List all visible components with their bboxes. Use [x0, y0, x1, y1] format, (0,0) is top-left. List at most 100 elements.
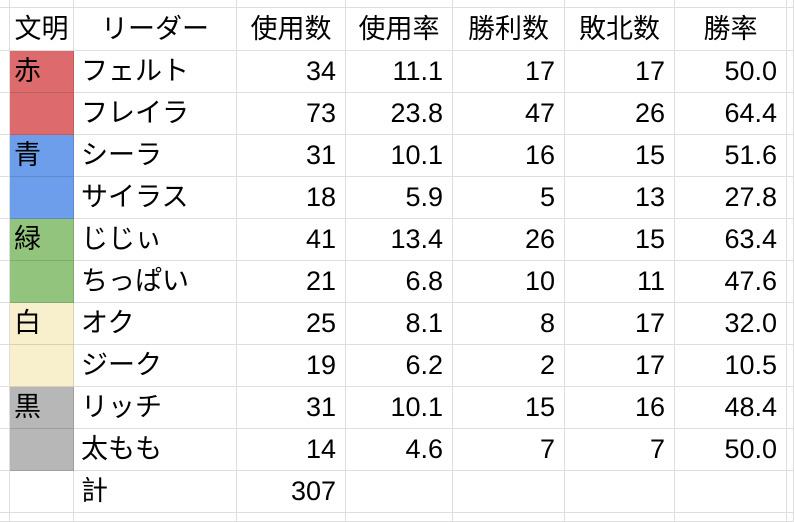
usage-count-cell[interactable]: 19 [237, 345, 346, 387]
losses-cell[interactable]: 26 [565, 93, 675, 135]
wins-cell[interactable]: 5 [453, 177, 565, 219]
wins-cell[interactable]: 26 [453, 219, 565, 261]
partial-cell [787, 303, 794, 345]
losses-cell[interactable]: 17 [565, 51, 675, 93]
row-stub-cell [0, 303, 10, 345]
wins-cell[interactable]: 8 [453, 303, 565, 345]
usage-count-cell[interactable]: 31 [237, 135, 346, 177]
civilization-cell[interactable]: 白 [10, 303, 74, 345]
usage-rate-cell[interactable]: 8.1 [346, 303, 453, 345]
usage-count-cell[interactable]: 21 [237, 261, 346, 303]
col-header-wins[interactable]: 勝利数 [453, 8, 565, 51]
usage-rate-cell[interactable]: 23.8 [346, 93, 453, 135]
civilization-cell[interactable]: 黒 [10, 387, 74, 429]
civilization-cell[interactable]: 赤 [10, 51, 74, 93]
win-rate-cell[interactable]: 27.8 [675, 177, 787, 219]
col-header-leader[interactable]: リーダー [74, 8, 237, 51]
empty-cell[interactable] [675, 471, 787, 513]
losses-cell[interactable]: 7 [565, 429, 675, 471]
wins-cell[interactable]: 47 [453, 93, 565, 135]
win-rate-cell[interactable]: 47.6 [675, 261, 787, 303]
wins-cell[interactable]: 10 [453, 261, 565, 303]
win-rate-cell[interactable]: 50.0 [675, 429, 787, 471]
usage-rate-cell[interactable]: 11.1 [346, 51, 453, 93]
usage-rate-cell[interactable]: 10.1 [346, 135, 453, 177]
leader-cell[interactable]: フェルト [74, 51, 237, 93]
total-label-cell[interactable]: 計 [74, 471, 237, 513]
partial-cell [787, 471, 794, 513]
wins-cell[interactable]: 17 [453, 51, 565, 93]
leader-cell[interactable]: オク [74, 303, 237, 345]
row-stub-cell [0, 345, 10, 387]
table-row: 黒 リッチ 31 10.1 15 16 48.4 [0, 387, 794, 429]
civilization-cell[interactable] [10, 261, 74, 303]
leader-cell[interactable]: じじぃ [74, 219, 237, 261]
partial-cell [787, 8, 794, 51]
civilization-cell[interactable]: 緑 [10, 219, 74, 261]
wins-cell[interactable]: 7 [453, 429, 565, 471]
civilization-cell[interactable] [10, 471, 74, 513]
usage-count-cell[interactable]: 34 [237, 51, 346, 93]
win-rate-cell[interactable]: 64.4 [675, 93, 787, 135]
partial-cell [10, 0, 74, 8]
losses-cell[interactable]: 17 [565, 303, 675, 345]
partial-cell [346, 513, 453, 522]
usage-rate-cell[interactable]: 6.2 [346, 345, 453, 387]
win-rate-cell[interactable]: 32.0 [675, 303, 787, 345]
civilization-cell[interactable] [10, 429, 74, 471]
total-usage-count-cell[interactable]: 307 [237, 471, 346, 513]
partial-row-bottom [0, 513, 794, 522]
col-header-civilization[interactable]: 文明 [10, 8, 74, 51]
usage-rate-cell[interactable]: 13.4 [346, 219, 453, 261]
win-rate-cell[interactable]: 48.4 [675, 387, 787, 429]
partial-cell [787, 135, 794, 177]
losses-cell[interactable]: 16 [565, 387, 675, 429]
leader-cell[interactable]: ちっぱい [74, 261, 237, 303]
usage-rate-cell[interactable]: 10.1 [346, 387, 453, 429]
usage-rate-cell[interactable]: 5.9 [346, 177, 453, 219]
civilization-cell[interactable] [10, 177, 74, 219]
wins-cell[interactable]: 2 [453, 345, 565, 387]
usage-count-cell[interactable]: 41 [237, 219, 346, 261]
leader-cell[interactable]: サイラス [74, 177, 237, 219]
losses-cell[interactable]: 15 [565, 219, 675, 261]
win-rate-cell[interactable]: 63.4 [675, 219, 787, 261]
col-header-win-rate[interactable]: 勝率 [675, 8, 787, 51]
col-header-usage-count[interactable]: 使用数 [237, 8, 346, 51]
win-rate-cell[interactable]: 50.0 [675, 51, 787, 93]
partial-cell [565, 513, 675, 522]
win-rate-cell[interactable]: 10.5 [675, 345, 787, 387]
leader-cell[interactable]: フレイラ [74, 93, 237, 135]
empty-cell[interactable] [565, 471, 675, 513]
usage-count-cell[interactable]: 18 [237, 177, 346, 219]
usage-count-cell[interactable]: 73 [237, 93, 346, 135]
wins-cell[interactable]: 15 [453, 387, 565, 429]
col-header-losses[interactable]: 敗北数 [565, 8, 675, 51]
empty-cell[interactable] [346, 471, 453, 513]
losses-cell[interactable]: 15 [565, 135, 675, 177]
civilization-cell[interactable] [10, 345, 74, 387]
usage-rate-cell[interactable]: 4.6 [346, 429, 453, 471]
usage-count-cell[interactable]: 31 [237, 387, 346, 429]
empty-cell[interactable] [453, 471, 565, 513]
partial-cell [346, 0, 453, 8]
losses-cell[interactable]: 17 [565, 345, 675, 387]
losses-cell[interactable]: 13 [565, 177, 675, 219]
partial-cell [453, 0, 565, 8]
usage-count-cell[interactable]: 14 [237, 429, 346, 471]
leader-cell[interactable]: 太もも [74, 429, 237, 471]
col-header-usage-rate[interactable]: 使用率 [346, 8, 453, 51]
usage-rate-cell[interactable]: 6.8 [346, 261, 453, 303]
losses-cell[interactable]: 11 [565, 261, 675, 303]
partial-cell [675, 0, 787, 8]
leader-cell[interactable]: ジーク [74, 345, 237, 387]
wins-cell[interactable]: 16 [453, 135, 565, 177]
leader-cell[interactable]: シーラ [74, 135, 237, 177]
civilization-cell[interactable] [10, 93, 74, 135]
partial-cell [787, 513, 794, 522]
partial-cell [675, 513, 787, 522]
civilization-cell[interactable]: 青 [10, 135, 74, 177]
leader-cell[interactable]: リッチ [74, 387, 237, 429]
usage-count-cell[interactable]: 25 [237, 303, 346, 345]
win-rate-cell[interactable]: 51.6 [675, 135, 787, 177]
